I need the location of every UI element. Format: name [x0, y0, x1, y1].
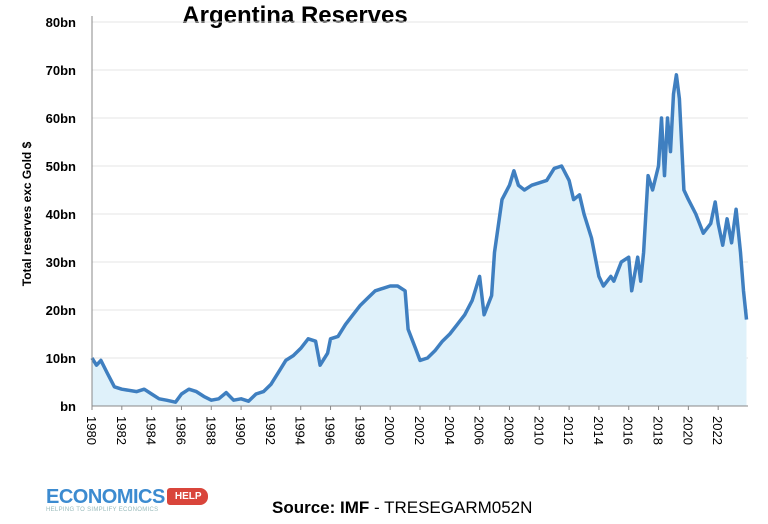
x-tick-label: 1984: [144, 416, 159, 445]
x-tick-label: 1982: [114, 416, 129, 445]
x-tick-label: 2000: [382, 416, 397, 445]
x-tick-label: 2012: [561, 416, 576, 445]
logo-text: ECONOMICS: [46, 486, 165, 508]
economics-help-logo: ECONOMICS HELP HELPING TO SIMPLIFY ECONOM…: [46, 486, 208, 513]
x-tick-label: 2016: [621, 416, 636, 445]
x-tick-label: 1992: [263, 416, 278, 445]
logo-help-tag: HELP: [166, 488, 208, 505]
y-tick-label: 70bn: [46, 63, 76, 78]
x-tick-label: 2008: [501, 416, 516, 445]
x-tick-label: 1988: [203, 416, 218, 445]
x-tick-label: 2020: [680, 416, 695, 445]
source-series-id: - TRESEGARM052N: [369, 498, 533, 517]
y-tick-label: 80bn: [46, 15, 76, 30]
y-axis-label: Total reserves exc Gold $: [20, 141, 34, 286]
y-tick-label: 40bn: [46, 207, 76, 222]
y-tick-label: 60bn: [46, 111, 76, 126]
chart-title: Argentina Reserves: [182, 2, 408, 29]
x-tick-label: 2010: [531, 416, 546, 445]
x-tick-label: 2006: [472, 416, 487, 445]
x-tick-label: 1986: [173, 416, 188, 445]
y-tick-label: 10bn: [46, 351, 76, 366]
x-tick-label: 1998: [352, 416, 367, 445]
x-tick-label: 2014: [591, 416, 606, 445]
x-tick-label: 2002: [412, 416, 427, 445]
y-tick-label: 50bn: [46, 159, 76, 174]
logo-tagline: HELPING TO SIMPLIFY ECONOMICS: [46, 507, 159, 513]
source-note: Source: IMF - TRESEGARM052N: [272, 498, 532, 518]
y-tick-label: 20bn: [46, 303, 76, 318]
y-tick-label: 30bn: [46, 255, 76, 270]
series-area-fill: [92, 74, 747, 407]
x-tick-label: 1994: [293, 416, 308, 445]
x-tick-label: 1980: [84, 416, 99, 445]
x-tick-label: 2022: [710, 416, 725, 445]
x-tick-label: 2004: [442, 416, 457, 445]
x-tick-label: 2018: [651, 416, 666, 445]
x-tick-label: 1990: [233, 416, 248, 445]
source-label: Source: IMF: [272, 498, 370, 517]
x-tick-label: 1996: [323, 416, 338, 445]
y-tick-label: bn: [60, 399, 76, 414]
